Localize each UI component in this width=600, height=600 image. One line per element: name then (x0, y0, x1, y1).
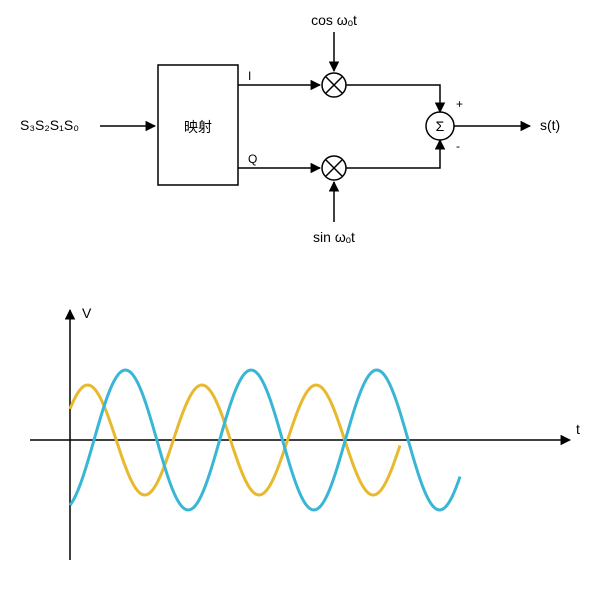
waveform-plot: V t (30, 305, 580, 560)
q-mixer-icon (322, 156, 346, 180)
t-axis-label: t (576, 421, 580, 437)
input-bits-label: S₃S₂S₁S₀ (20, 117, 79, 133)
summer-icon: Σ (426, 112, 454, 140)
q-to-sum-line (346, 140, 440, 168)
q-label: Q (248, 152, 257, 166)
i-mixer-icon (322, 73, 346, 97)
v-axis-label: V (82, 305, 92, 321)
summer-symbol: Σ (436, 118, 445, 134)
block-diagram: S₃S₂S₁S₀ 映射 I Q cos ωₒt sin ωₒt (20, 12, 560, 245)
i-to-sum-line (346, 85, 440, 112)
mapper-label: 映射 (184, 119, 212, 135)
output-label: s(t) (540, 117, 560, 133)
sin-carrier-label: sin ωₒt (313, 229, 355, 245)
i-label: I (248, 69, 251, 83)
summer-minus-label: - (456, 139, 460, 153)
summer-plus-label: + (456, 97, 463, 111)
cos-carrier-label: cos ωₒt (311, 12, 357, 28)
